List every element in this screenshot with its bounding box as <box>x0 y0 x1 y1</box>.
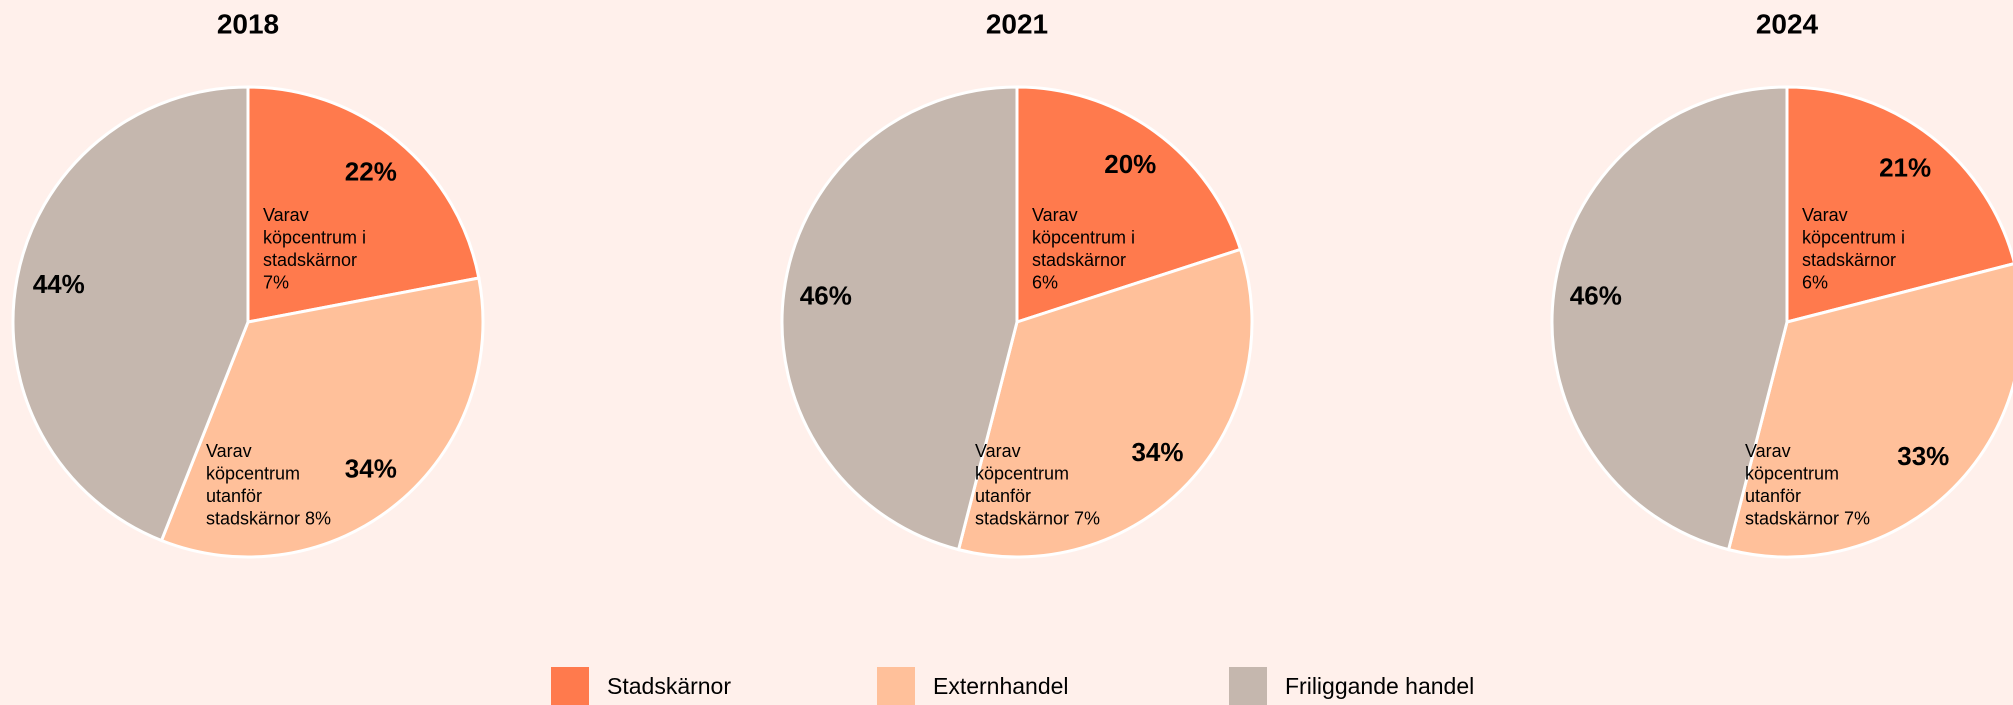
slice-label: 33% <box>1897 441 1949 471</box>
annotation: stadskärnor 7% <box>975 508 1100 528</box>
slice-label: 44% <box>33 269 85 299</box>
pie-slice <box>1015 85 1243 325</box>
annotation: köpcentrum <box>206 463 300 483</box>
annotation: Varav <box>263 205 309 225</box>
pie-slice <box>246 85 481 324</box>
slice-label: 46% <box>1570 281 1622 311</box>
annotation: Varav <box>975 441 1021 461</box>
annotation: stadskärnor <box>263 250 357 270</box>
annotation: köpcentrum i <box>1032 227 1135 247</box>
annotation: stadskärnor <box>1032 250 1126 270</box>
slice-label: 22% <box>345 156 397 186</box>
chart-title: 2018 <box>217 8 279 39</box>
legend-label: Stadskärnor <box>607 673 731 699</box>
annotation: köpcentrum i <box>263 227 366 247</box>
slice-label: 46% <box>800 281 852 311</box>
legend-swatch <box>551 667 589 705</box>
annotation: 7% <box>263 272 289 292</box>
annotation: utanför <box>206 486 262 506</box>
pie-slice <box>1785 85 2013 324</box>
annotation: utanför <box>975 486 1031 506</box>
annotation: stadskärnor 7% <box>1745 508 1870 528</box>
legend-swatch <box>877 667 915 705</box>
annotation: utanför <box>1745 486 1801 506</box>
annotation: Varav <box>1032 205 1078 225</box>
annotation: Varav <box>1745 441 1791 461</box>
annotation: stadskärnor <box>1802 250 1896 270</box>
annotation: Varav <box>206 441 252 461</box>
annotation: köpcentrum i <box>1802 227 1905 247</box>
annotation: stadskärnor 8% <box>206 508 331 528</box>
annotation: 6% <box>1802 272 1828 292</box>
annotation: Varav <box>1802 205 1848 225</box>
pie-slice <box>956 247 1254 559</box>
slice-label: 20% <box>1104 149 1156 179</box>
pie-slice <box>11 85 250 543</box>
legend-label: Externhandel <box>933 673 1069 699</box>
legend-label: Friliggande handel <box>1285 673 1474 699</box>
pie-slice <box>780 85 1019 552</box>
slice-label: 34% <box>345 453 397 483</box>
pie-slice <box>159 276 485 559</box>
pie-slice <box>1726 262 2013 559</box>
chart-title: 2024 <box>1756 8 1819 39</box>
annotation: köpcentrum <box>1745 463 1839 483</box>
chart-title: 2021 <box>986 8 1048 39</box>
pie-slice <box>1550 85 1789 552</box>
slice-label: 21% <box>1879 153 1931 183</box>
legend-swatch <box>1229 667 1267 705</box>
annotation: 6% <box>1032 272 1058 292</box>
annotation: köpcentrum <box>975 463 1069 483</box>
slice-label: 34% <box>1131 437 1183 467</box>
